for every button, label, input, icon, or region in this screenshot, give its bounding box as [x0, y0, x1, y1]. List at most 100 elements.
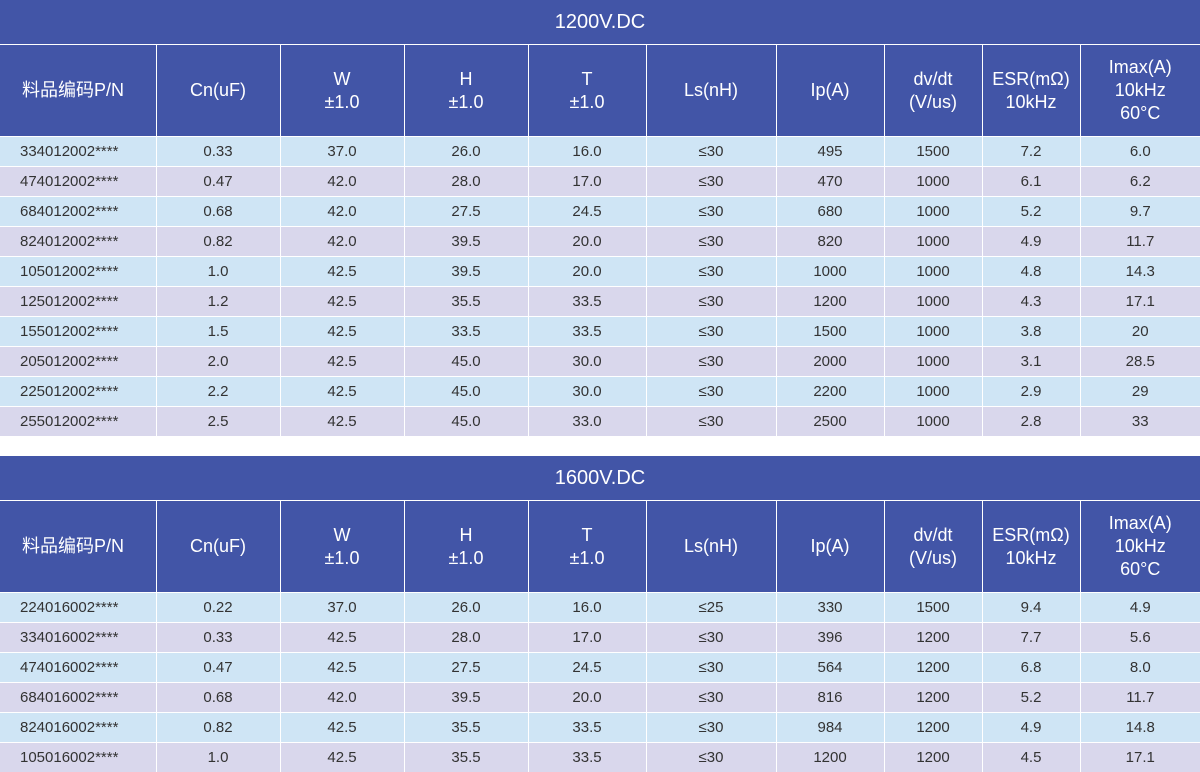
table-cell: 470 — [776, 167, 884, 197]
table-cell: 2.9 — [982, 377, 1080, 407]
table-cell: 6.0 — [1080, 137, 1200, 167]
column-header: Cn(uF) — [156, 45, 280, 137]
table-cell: ≤30 — [646, 167, 776, 197]
table-cell: 5.6 — [1080, 623, 1200, 653]
table-cell: 1000 — [884, 257, 982, 287]
table-cell: 42.5 — [280, 713, 404, 743]
table-cell: 2500 — [776, 407, 884, 437]
table-cell: 0.22 — [156, 593, 280, 623]
table-cell: 17.1 — [1080, 743, 1200, 772]
table-cell: 680 — [776, 197, 884, 227]
table-cell: 6.2 — [1080, 167, 1200, 197]
table-cell: 42.5 — [280, 347, 404, 377]
column-header: dv/dt (V/us) — [884, 45, 982, 137]
part-number-cell: 224016002**** — [0, 593, 156, 623]
part-number-cell: 334012002**** — [0, 137, 156, 167]
table-cell: ≤30 — [646, 623, 776, 653]
table-cell: 39.5 — [404, 227, 528, 257]
table-cell: 1200 — [776, 743, 884, 772]
table-cell: 1000 — [884, 167, 982, 197]
column-header: W ±1.0 — [280, 45, 404, 137]
table-cell: 26.0 — [404, 593, 528, 623]
table-cell: 495 — [776, 137, 884, 167]
table-cell: 816 — [776, 683, 884, 713]
column-header: H ±1.0 — [404, 501, 528, 593]
table-cell: 1000 — [884, 347, 982, 377]
table-cell: 42.5 — [280, 653, 404, 683]
table-cell: 26.0 — [404, 137, 528, 167]
table-cell: 42.5 — [280, 317, 404, 347]
table-cell: ≤30 — [646, 227, 776, 257]
table-cell: 45.0 — [404, 377, 528, 407]
column-header: Ip(A) — [776, 501, 884, 593]
table-cell: 2.2 — [156, 377, 280, 407]
table-cell: 564 — [776, 653, 884, 683]
table-cell: 16.0 — [528, 593, 646, 623]
table-cell: 17.0 — [528, 167, 646, 197]
column-header: H ±1.0 — [404, 45, 528, 137]
table-cell: 3.8 — [982, 317, 1080, 347]
table-cell: 6.1 — [982, 167, 1080, 197]
table-cell: 39.5 — [404, 683, 528, 713]
table-cell: ≤25 — [646, 593, 776, 623]
table-cell: 820 — [776, 227, 884, 257]
table-cell: 33.5 — [528, 287, 646, 317]
column-header: Ls(nH) — [646, 45, 776, 137]
table-cell: 984 — [776, 713, 884, 743]
table-cell: 1200 — [884, 683, 982, 713]
table-cell: 29 — [1080, 377, 1200, 407]
table-cell: 20.0 — [528, 227, 646, 257]
table-cell: 20.0 — [528, 683, 646, 713]
column-header: T ±1.0 — [528, 501, 646, 593]
part-number-cell: 225012002**** — [0, 377, 156, 407]
table-cell: ≤30 — [646, 407, 776, 437]
table-cell: 14.8 — [1080, 713, 1200, 743]
table-cell: 4.8 — [982, 257, 1080, 287]
table-cell: 1000 — [776, 257, 884, 287]
table-cell: 0.68 — [156, 683, 280, 713]
table-cell: 27.5 — [404, 197, 528, 227]
table-cell: 28.0 — [404, 167, 528, 197]
table-cell: 33.5 — [528, 743, 646, 772]
table-cell: 35.5 — [404, 713, 528, 743]
table-cell: 5.2 — [982, 197, 1080, 227]
table-cell: 16.0 — [528, 137, 646, 167]
table-cell: 42.0 — [280, 683, 404, 713]
table-cell: ≤30 — [646, 287, 776, 317]
table-cell: ≤30 — [646, 347, 776, 377]
column-header: ESR(mΩ) 10kHz — [982, 501, 1080, 593]
table-cell: 42.5 — [280, 257, 404, 287]
part-number-cell: 474016002**** — [0, 653, 156, 683]
table-cell: ≤30 — [646, 653, 776, 683]
table-cell: ≤30 — [646, 197, 776, 227]
table-cell: 30.0 — [528, 377, 646, 407]
table-cell: 0.47 — [156, 653, 280, 683]
table-cell: 33.5 — [528, 317, 646, 347]
table-cell: 4.5 — [982, 743, 1080, 772]
table-cell: 4.9 — [982, 713, 1080, 743]
table-cell: ≤30 — [646, 377, 776, 407]
table-cell: 24.5 — [528, 197, 646, 227]
table-cell: ≤30 — [646, 257, 776, 287]
table-cell: ≤30 — [646, 743, 776, 772]
table-cell: 4.3 — [982, 287, 1080, 317]
table-cell: 7.7 — [982, 623, 1080, 653]
table-cell: 42.5 — [280, 623, 404, 653]
table-cell: 9.4 — [982, 593, 1080, 623]
table-cell: 6.8 — [982, 653, 1080, 683]
table-cell: 0.33 — [156, 137, 280, 167]
table-cell: 11.7 — [1080, 227, 1200, 257]
table-cell: 42.5 — [280, 377, 404, 407]
table-cell: 2.8 — [982, 407, 1080, 437]
table-cell: 28.5 — [1080, 347, 1200, 377]
table-cell: 14.3 — [1080, 257, 1200, 287]
